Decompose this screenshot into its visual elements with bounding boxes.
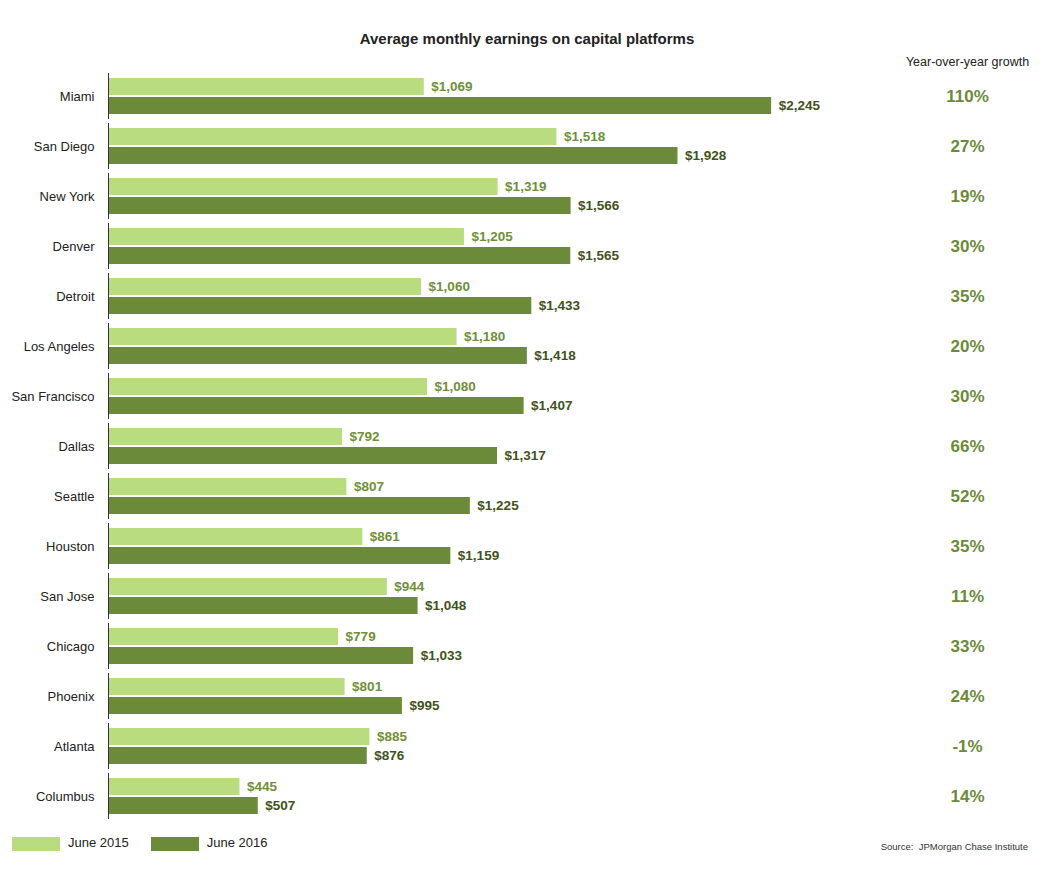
svg-text:San Jose: San Jose <box>40 589 94 604</box>
svg-text:Atlanta: Atlanta <box>54 739 95 754</box>
svg-text:New York: New York <box>40 189 95 204</box>
svg-text:27%: 27% <box>950 137 984 156</box>
svg-text:$445: $445 <box>247 779 278 794</box>
svg-text:$807: $807 <box>354 479 384 494</box>
svg-text:110%: 110% <box>946 87 989 106</box>
svg-text:Seattle: Seattle <box>54 489 94 504</box>
svg-text:Dallas: Dallas <box>58 439 95 454</box>
svg-text:$1,433: $1,433 <box>539 298 581 313</box>
svg-text:14%: 14% <box>950 787 984 806</box>
svg-text:30%: 30% <box>950 387 984 406</box>
svg-text:Denver: Denver <box>53 239 96 254</box>
svg-text:$1,418: $1,418 <box>534 348 576 363</box>
svg-text:$885: $885 <box>377 729 408 744</box>
svg-text:30%: 30% <box>950 237 984 256</box>
svg-text:66%: 66% <box>950 437 984 456</box>
svg-text:$1,928: $1,928 <box>685 148 727 163</box>
svg-text:$779: $779 <box>346 629 376 644</box>
svg-text:24%: 24% <box>950 687 984 706</box>
svg-text:$1,060: $1,060 <box>429 279 470 294</box>
svg-text:Miami: Miami <box>60 89 95 104</box>
svg-text:$2,245: $2,245 <box>779 98 821 113</box>
svg-text:Chicago: Chicago <box>47 639 95 654</box>
svg-text:$876: $876 <box>374 748 405 763</box>
svg-text:20%: 20% <box>950 337 984 356</box>
svg-text:$861: $861 <box>370 529 401 544</box>
svg-text:Houston: Houston <box>46 539 94 554</box>
svg-text:Detroit: Detroit <box>56 289 95 304</box>
svg-text:$995: $995 <box>409 698 440 713</box>
svg-text:$1,069: $1,069 <box>431 79 472 94</box>
svg-text:$1,205: $1,205 <box>471 229 513 244</box>
svg-text:$1,080: $1,080 <box>435 379 476 394</box>
svg-text:$944: $944 <box>394 579 425 594</box>
svg-text:$1,159: $1,159 <box>458 548 499 563</box>
svg-text:Los Angeles: Los Angeles <box>24 339 95 354</box>
svg-text:52%: 52% <box>950 487 984 506</box>
html-text:June 2016: June 2016 <box>206 835 268 850</box>
svg-text:35%: 35% <box>950 537 984 556</box>
svg-text:$792: $792 <box>349 429 379 444</box>
html-text:Average monthly earnings on ca: Average monthly earnings on capital plat… <box>359 30 695 47</box>
svg-text:San Francisco: San Francisco <box>11 389 94 404</box>
svg-text:$1,048: $1,048 <box>425 598 467 613</box>
svg-text:35%: 35% <box>950 287 984 306</box>
svg-text:$507: $507 <box>265 798 295 813</box>
svg-text:$1,225: $1,225 <box>477 498 519 513</box>
svg-text:$1,180: $1,180 <box>464 329 505 344</box>
svg-text:$1,317: $1,317 <box>505 448 546 463</box>
svg-text:$1,033: $1,033 <box>421 648 463 663</box>
svg-text:11%: 11% <box>951 587 984 606</box>
svg-text:$801: $801 <box>352 679 383 694</box>
svg-text:$1,407: $1,407 <box>531 398 572 413</box>
svg-text:33%: 33% <box>950 637 984 656</box>
svg-text:$1,565: $1,565 <box>578 248 620 263</box>
svg-text:Columbus: Columbus <box>36 789 95 804</box>
svg-text:$1,566: $1,566 <box>578 198 620 213</box>
html-text:Source: JPMorgan Chase Institu: Source: JPMorgan Chase Institute <box>880 841 1028 852</box>
html-text:Year-over-year growth: Year-over-year growth <box>905 55 1030 69</box>
html-text:June 2015: June 2015 <box>68 835 129 850</box>
svg-text:Phoenix: Phoenix <box>48 689 95 704</box>
svg-text:$1,518: $1,518 <box>564 129 606 144</box>
svg-text:San Diego: San Diego <box>34 139 95 154</box>
svg-text:$1,319: $1,319 <box>505 179 546 194</box>
svg-text:19%: 19% <box>950 187 984 206</box>
svg-text:-1%: -1% <box>952 737 982 756</box>
